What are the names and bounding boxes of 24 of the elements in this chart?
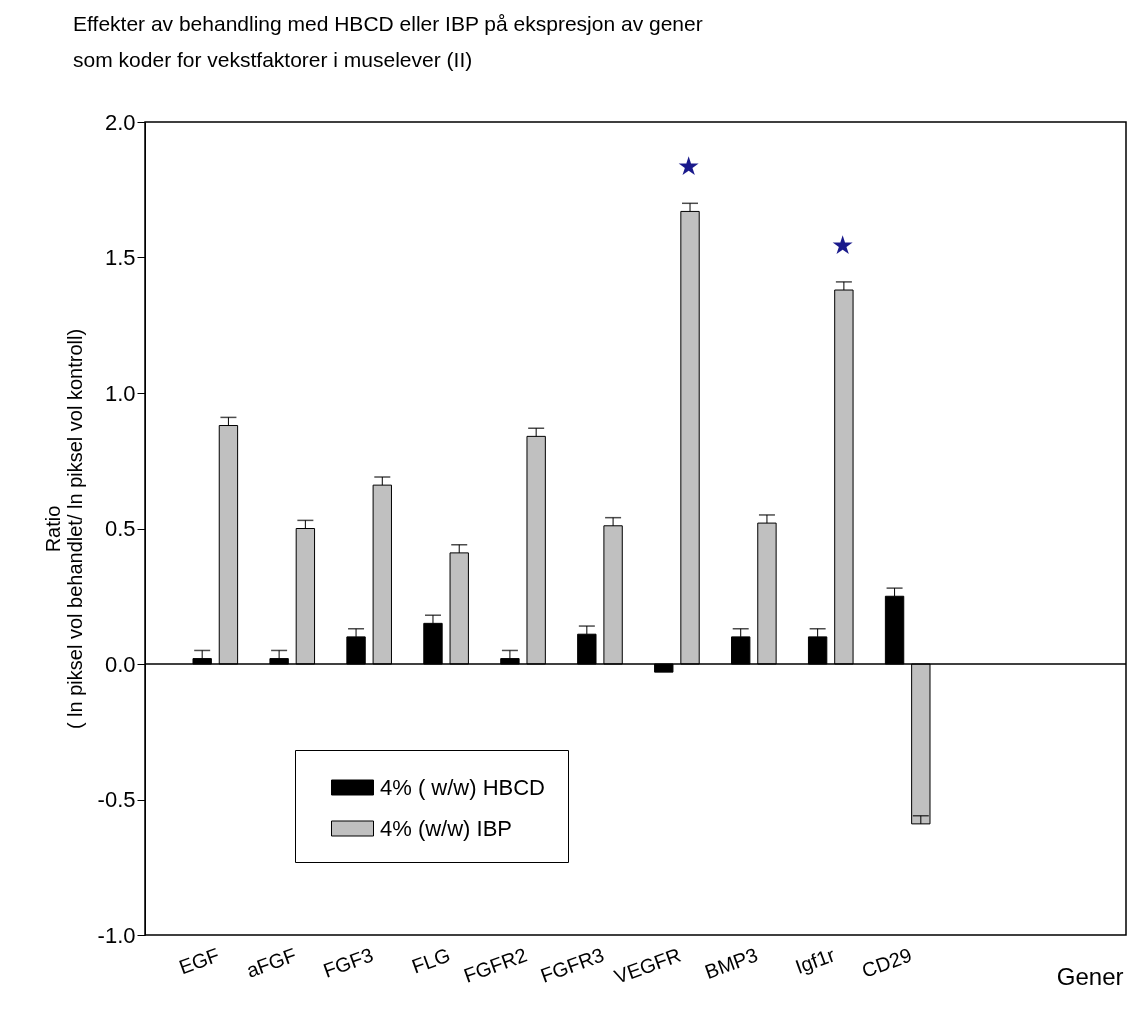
y-tick-label: 0.5 [104,516,136,541]
annotation: ★ [831,230,855,261]
y-tick-label: 0.0 [104,651,136,677]
x-tick-label: CD29 [858,943,915,982]
text: Effekter av behandling med HBCD eller IBP på ekspresjon av gener [73,12,703,35]
y-tick-label: 2.0 [104,109,136,135]
x-tick-label: aFGF [243,943,300,982]
y-tick-label: -0.5 [97,787,136,812]
y-tick-label: -1.0 [97,922,136,948]
text: ( ln piksel vol behandlet/ ln piksel vol kontroll) [63,328,86,730]
x-tick-label: EGF [175,943,223,979]
x-tick-label: Igf1r [792,943,838,978]
x-axis-title: Gener [1056,962,1124,990]
x-tick-label: FGF3 [320,943,377,982]
text: Ratio [41,505,64,553]
x-tick-label: BMP3 [701,943,761,983]
text: som koder for vekstfaktorer i muselever (II) [73,48,473,71]
annotation: ★ [677,151,701,182]
x-tick-label: VEGFR [611,943,684,988]
legend-label: 4% ( w/w) HBCD [380,774,546,800]
x-tick-label: FLG [408,943,453,978]
y-tick-label: 1.0 [104,380,136,406]
y-tick-label: 1.5 [104,245,136,270]
legend-label: 4% (w/w) IBP [380,815,513,841]
